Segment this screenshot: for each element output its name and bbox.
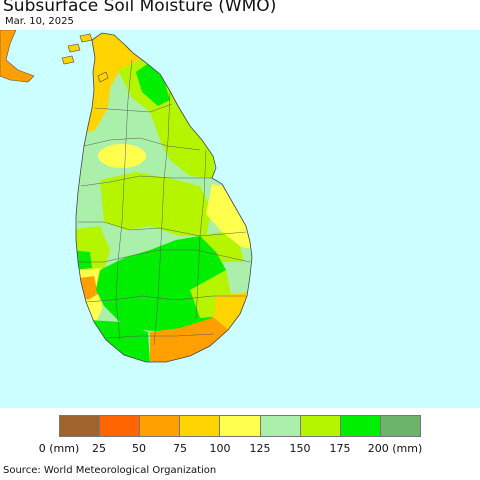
district-boundaries	[78, 59, 251, 346]
south-coast-orange-zone	[150, 312, 236, 362]
legend-label-7: 175	[329, 442, 351, 455]
central-yellowgreen-zone	[100, 172, 212, 236]
legend-swatch-7	[340, 416, 381, 436]
legend-swatch-6	[300, 416, 341, 436]
legend-swatch-3	[180, 416, 221, 436]
map-title: Subsurface Soil Moisture (WMO)	[3, 0, 277, 16]
soil-moisture-map	[0, 30, 480, 408]
legend-label-8: 200 (mm)	[367, 442, 423, 455]
legend-label-1: 25	[92, 442, 106, 455]
legend-label-2: 50	[132, 442, 146, 455]
legend-color-bar	[59, 415, 421, 437]
legend-label-3: 75	[173, 442, 187, 455]
legend-swatch-8	[380, 416, 420, 436]
west-green-zone	[76, 250, 92, 270]
legend-label-5: 125	[249, 442, 271, 455]
legend-swatch-4	[220, 416, 261, 436]
legend-swatch-1	[100, 416, 141, 436]
south-central-green-zone	[96, 236, 226, 332]
legend-label-4: 100	[209, 442, 231, 455]
central-north-yellow-zone	[98, 144, 146, 168]
legend-label-6: 150	[289, 442, 311, 455]
southwest-orange-zone	[80, 276, 98, 300]
sri-lanka	[76, 33, 252, 362]
northeast-green-zone	[136, 62, 170, 106]
legend-swatch-0	[60, 416, 101, 436]
legend-label-0: 0 (mm)	[38, 442, 80, 455]
source-note: Source: World Meteorological Organizatio…	[3, 465, 217, 476]
legend-swatch-5	[260, 416, 301, 436]
sri-lanka-coastline	[75, 32, 253, 363]
map-date: Mar. 10, 2025	[5, 16, 74, 27]
legend-swatch-2	[140, 416, 181, 436]
india-coast	[0, 30, 35, 83]
jaffna-islands	[61, 33, 109, 83]
east-yellowgreen-zone	[198, 232, 244, 262]
